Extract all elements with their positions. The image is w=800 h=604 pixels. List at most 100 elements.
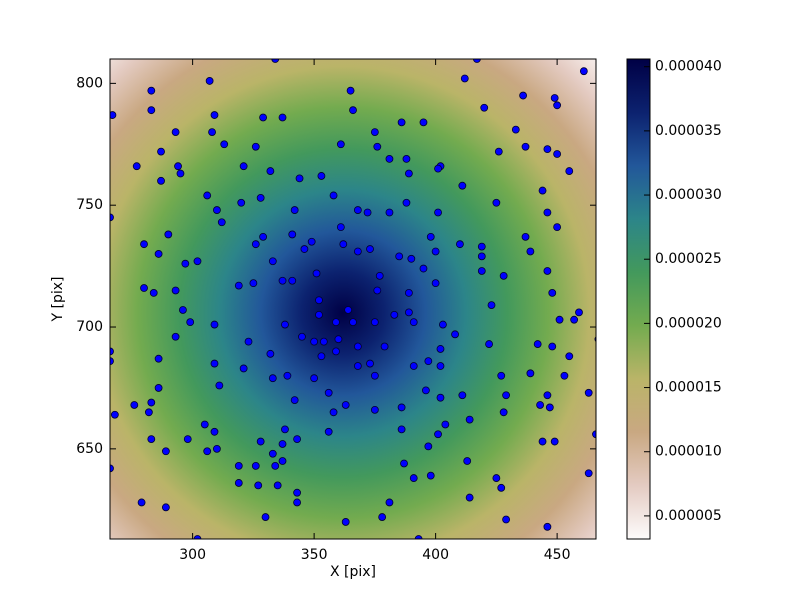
point (256, 193, 265, 202)
point (251, 462, 260, 470)
point (451, 330, 459, 339)
point (409, 362, 418, 370)
point (281, 320, 289, 329)
x-tick-label: 350 (301, 547, 328, 563)
point (217, 218, 226, 227)
point (295, 174, 304, 183)
point (426, 232, 435, 241)
y-axis-label: Y [pix] (50, 277, 66, 323)
point (290, 396, 299, 405)
point (334, 335, 343, 344)
point (385, 154, 394, 163)
point (171, 286, 180, 295)
point (385, 208, 394, 217)
point (349, 318, 357, 327)
point (397, 118, 406, 127)
point (203, 447, 212, 456)
point (545, 403, 554, 412)
point (404, 289, 413, 297)
point (373, 286, 382, 295)
point (293, 435, 302, 444)
point (436, 362, 445, 370)
point (193, 535, 202, 539)
point (543, 208, 552, 217)
point (584, 469, 593, 478)
point (332, 347, 340, 356)
x-tick-label: 300 (179, 547, 206, 563)
point (171, 128, 180, 136)
point (565, 167, 574, 175)
point (278, 113, 287, 122)
y-tick-label: 800 (76, 75, 103, 91)
point (336, 140, 345, 149)
point (154, 354, 163, 363)
point (385, 498, 394, 507)
point (458, 181, 467, 190)
point (395, 252, 404, 261)
point (110, 464, 114, 473)
colorbar (626, 58, 651, 540)
point (324, 427, 333, 436)
point (290, 206, 299, 214)
point (283, 371, 292, 380)
point (477, 242, 486, 251)
point (555, 315, 564, 324)
point (363, 208, 372, 217)
point (147, 398, 156, 407)
point (317, 352, 326, 361)
point (485, 340, 493, 348)
plot-frame (109, 58, 597, 540)
point (579, 67, 588, 76)
point (366, 359, 374, 368)
point (110, 213, 114, 222)
point (353, 362, 362, 370)
point (178, 306, 187, 314)
point (183, 435, 192, 444)
point (414, 535, 423, 539)
point (332, 318, 340, 327)
point (251, 142, 260, 151)
x-tick-label: 400 (422, 547, 449, 563)
point (492, 198, 501, 207)
point (426, 471, 435, 480)
point (533, 340, 542, 348)
point (378, 513, 387, 521)
point (434, 430, 442, 439)
point (273, 481, 282, 490)
point (439, 320, 447, 329)
point (110, 410, 119, 419)
colorbar-tick-label: 0.000030 (655, 187, 722, 203)
point (176, 169, 185, 178)
point (266, 167, 275, 175)
point (404, 308, 413, 317)
point (497, 371, 506, 380)
point (400, 459, 408, 468)
point (550, 437, 559, 446)
point (164, 230, 173, 239)
point (421, 386, 430, 395)
point (419, 264, 428, 273)
point (203, 191, 212, 200)
point (521, 232, 530, 241)
point (370, 128, 379, 136)
point (570, 315, 579, 324)
point (137, 498, 146, 507)
point (521, 142, 530, 151)
point (208, 128, 216, 136)
point (110, 347, 114, 356)
point (154, 250, 163, 258)
point (553, 101, 562, 110)
point (441, 420, 450, 429)
point (560, 371, 569, 380)
point (349, 106, 357, 115)
x-axis-label: X [pix] (330, 564, 376, 580)
point (215, 381, 224, 390)
point (171, 332, 180, 341)
point (312, 269, 321, 278)
colorbar-tick-label: 0.000035 (655, 123, 722, 139)
point (550, 94, 559, 102)
point (271, 59, 280, 63)
point (288, 276, 297, 285)
point (254, 481, 263, 490)
point (341, 401, 350, 409)
